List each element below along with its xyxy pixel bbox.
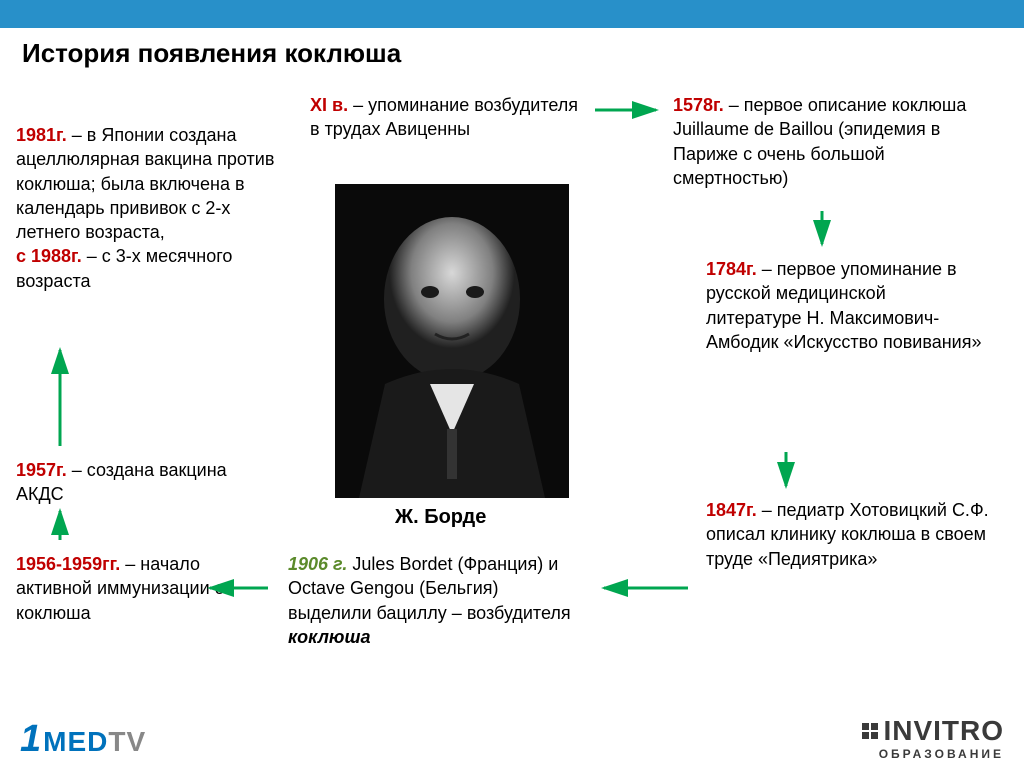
logo-one: 1 [20,718,41,761]
event-1784: 1784г. – первое упоминание в русской мед… [706,257,986,354]
logo-invitro: INVITRO ОБРАЗОВАНИЕ [861,715,1004,761]
date: 1847г. [706,500,757,520]
date: XI в. [310,95,348,115]
logo-medtv: 1 MED TV [20,718,146,761]
event-1906: 1906 г. Jules Bordet (Франция) и Octave … [288,552,578,649]
date: 1578г. [673,95,724,115]
event-1956: 1956-1959гг. – начало активной иммунизац… [16,552,246,625]
date: 1981г. [16,125,67,145]
portrait-icon [335,184,569,498]
date2: с 1988г. [16,246,82,266]
slide-container: История появления коклюша XI в. – упомин… [0,28,1024,767]
portrait-caption: Ж. Борде [395,506,486,529]
logo-invitro-sub: ОБРАЗОВАНИЕ [861,747,1004,761]
logo-med: MED [43,726,108,758]
event-xi: XI в. – упоминание возбудителя в трудах … [310,93,580,142]
logo-invitro-text: INVITRO [883,715,1004,747]
slide-title: История появления коклюша [0,28,1024,69]
logo-squares-icon [861,722,879,740]
event-1578: 1578г. – первое описание коклюша Juillau… [673,93,1003,190]
date: 1906 г. [288,554,347,574]
portrait-bordet [335,184,569,498]
date: 1957г. [16,460,67,480]
event-emph: коклюша [288,627,370,647]
date: 1784г. [706,259,757,279]
top-bar [0,0,1024,28]
date: 1956-1959гг. [16,554,120,574]
footer-logos: 1 MED TV INVITRO ОБРАЗОВАНИЕ [20,715,1004,761]
event-text: – упоминание возбудителя в трудах Авицен… [310,95,578,139]
event-1847: 1847г. – педиатр Хотовицкий С.Ф. описал … [706,498,996,571]
logo-tv: TV [108,726,146,758]
event-1981: 1981г. – в Японии создана ацеллюлярная в… [16,123,276,293]
event-1957: 1957г. – создана вакцина АКДС [16,458,236,507]
